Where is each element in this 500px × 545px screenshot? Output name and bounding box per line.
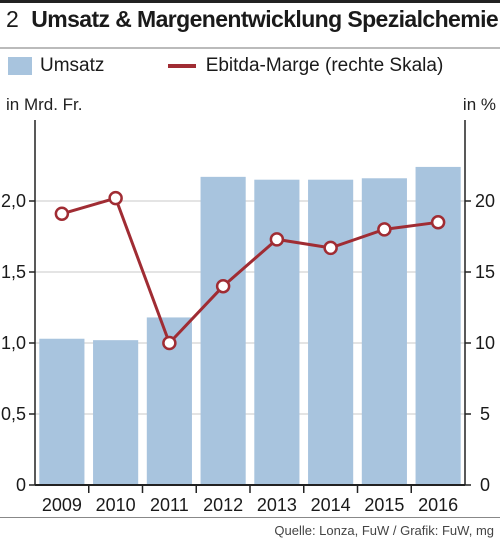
y-tick-label-left: 0,5 <box>1 404 26 424</box>
y-axis-right-label: in % <box>463 95 496 114</box>
y-tick-label-right: 0 <box>480 475 490 495</box>
margin-point-2013 <box>269 232 285 247</box>
margin-point-2014 <box>323 240 338 256</box>
bar-2009 <box>39 338 85 485</box>
top-rule <box>0 0 500 3</box>
margin-point-2015 <box>377 222 392 237</box>
y-tick-label-left: 2,0 <box>1 191 26 211</box>
y-tick-label-left: 1,5 <box>1 262 26 282</box>
legend-item-bar: Umsatz <box>8 55 104 77</box>
legend-label-line: Ebitda-Marge (rechte Skala) <box>205 55 444 76</box>
footer-divider <box>0 517 500 518</box>
bar-2014 <box>308 179 354 485</box>
y-tick-label-right: 15 <box>475 262 495 282</box>
margin-line <box>54 190 446 351</box>
margin-line-path <box>61 196 439 345</box>
x-tick-label: 2014 <box>311 495 351 515</box>
margin-point-2009 <box>54 206 70 222</box>
y-tick-label-right: 10 <box>475 333 495 353</box>
y-tick-label-right: 20 <box>475 191 495 211</box>
chart-number: 2 <box>6 6 19 32</box>
bars <box>39 166 461 486</box>
y-tick-label-left: 0 <box>16 475 26 495</box>
axes <box>29 120 471 493</box>
x-tick-label: 2009 <box>42 495 82 515</box>
chart-canvas: in Mrd. Fr. in % 0 0,5 1,0 1,5 2,0 0 5 10 15 20 20… <box>1 95 496 515</box>
y-axis-left-label: in Mrd. Fr. <box>6 95 83 114</box>
bar-2016 <box>415 166 461 486</box>
x-tick-label: 2015 <box>364 495 404 515</box>
legend-item-line: Ebitda-Marge (rechte Skala) <box>110 55 444 77</box>
x-tick-label: 2011 <box>150 495 189 515</box>
source-note: Quelle: Lonza, FuW / Grafik: FuW, mg <box>274 523 494 538</box>
x-tick-label: 2016 <box>418 495 458 515</box>
bar-2010 <box>93 340 139 485</box>
y-tick-label-right: 5 <box>480 404 490 424</box>
bar-2013 <box>254 179 300 485</box>
legend: Umsatz Ebitda-Marge (rechte Skala) <box>8 55 443 83</box>
y-tick-label-left: 1,0 <box>1 333 26 353</box>
margin-point-2012 <box>215 278 231 294</box>
x-tick-label: 2012 <box>203 495 243 515</box>
margin-point-2016 <box>430 215 446 230</box>
legend-label-bar: Umsatz <box>40 55 105 76</box>
tick-labels: 0 0,5 1,0 1,5 2,0 0 5 10 15 20 2009 2010 2011 2012 201… <box>1 191 495 515</box>
chart-title: 2 Umsatz & Margenentwicklung Spezialchem… <box>6 6 499 46</box>
margin-point-2011 <box>162 335 177 351</box>
margin-point-2010 <box>108 190 123 206</box>
legend-swatch-line <box>167 64 196 68</box>
x-tick-label: 2010 <box>96 495 136 515</box>
chart-title-text: Umsatz & Margenentwicklung Spezialchemie <box>31 6 499 32</box>
title-divider <box>0 47 500 49</box>
x-tick-label: 2013 <box>257 495 297 515</box>
legend-swatch-bar <box>8 57 32 75</box>
bar-2012 <box>200 176 246 486</box>
